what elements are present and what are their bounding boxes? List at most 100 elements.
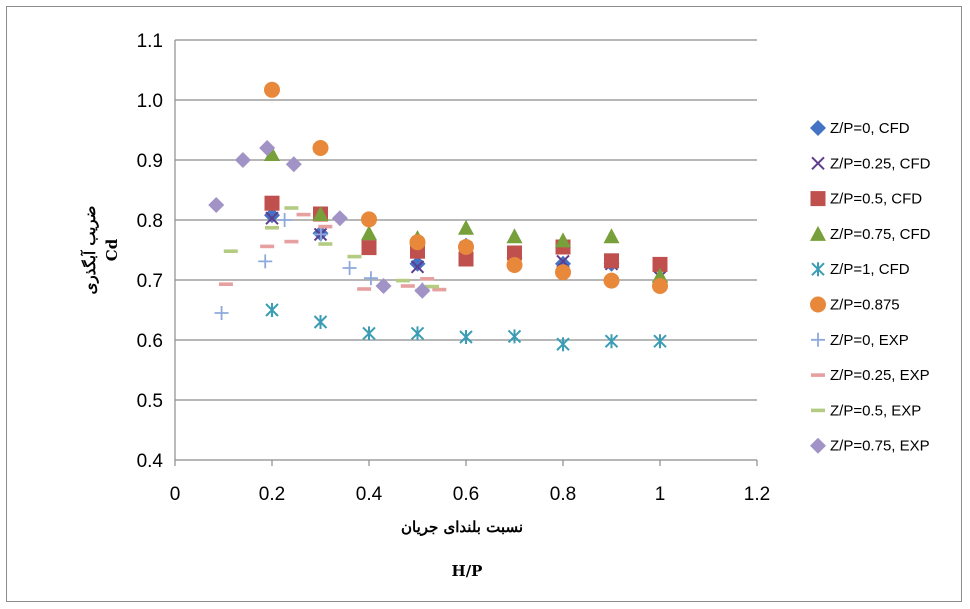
data-point <box>265 303 279 317</box>
data-point <box>507 245 522 261</box>
y-tick-label: 0.5 <box>137 391 163 412</box>
series-5 <box>264 81 668 294</box>
series-4 <box>265 303 667 352</box>
data-point <box>603 272 620 289</box>
data-point <box>313 315 328 329</box>
data-point <box>357 287 372 291</box>
legend-label: Z/P=0.75, CFD <box>830 226 931 243</box>
y-tick-label: 0.4 <box>137 451 164 472</box>
data-point <box>409 255 426 272</box>
data-point <box>458 239 474 255</box>
legend-item: Z/P=0.25, EXP <box>811 367 930 384</box>
legend-marker <box>810 120 826 136</box>
data-point <box>414 282 431 299</box>
chart-frame <box>6 6 962 602</box>
data-point <box>218 282 233 286</box>
data-point <box>432 287 447 292</box>
legend-marker <box>811 373 825 377</box>
data-point <box>312 206 329 221</box>
x-tick-label: 0.8 <box>550 484 576 505</box>
legend-marker <box>811 262 825 277</box>
legend-marker <box>810 225 826 241</box>
data-point <box>603 228 620 244</box>
x-tick-label: 1.2 <box>744 484 770 505</box>
data-point <box>653 334 667 349</box>
legend-marker <box>810 191 826 207</box>
legend-item: Z/P=0.875 <box>810 296 900 314</box>
data-point <box>259 140 276 156</box>
y-tick-label: 0.8 <box>137 211 163 232</box>
data-point <box>652 278 668 294</box>
legend-label: Z/P=0.875 <box>830 297 900 314</box>
legend-label: Z/P=0.5, EXP <box>830 402 921 419</box>
legend-label: Z/P=1, CFD <box>830 261 910 278</box>
data-point <box>361 211 377 228</box>
data-point <box>506 257 523 273</box>
y-tick-label: 0.6 <box>137 331 163 352</box>
data-point <box>296 212 311 217</box>
legend-label: Z/P=0, CFD <box>830 120 910 137</box>
legend-marker <box>810 296 826 313</box>
x-tick-label: 1 <box>655 484 666 505</box>
series-7 <box>218 212 447 292</box>
series-8 <box>223 206 440 289</box>
x-axis-title: نسبت بلندای جریان <box>401 518 523 536</box>
data-point <box>363 271 378 286</box>
data-point <box>604 253 619 269</box>
legend-item: Z/P=0, CFD <box>810 120 910 137</box>
data-point <box>458 219 474 235</box>
data-point <box>375 278 392 294</box>
legend-marker <box>810 437 826 454</box>
legend: Z/P=0, CFD Z/P=0.25, CFD Z/P=0.5, CFD Z/P=0… <box>810 120 931 455</box>
axes <box>174 40 758 466</box>
data-point <box>312 140 329 156</box>
data-point <box>318 224 333 229</box>
data-point <box>395 278 410 283</box>
data-point <box>265 226 279 230</box>
x-axis-title-symbol: H/P <box>452 562 483 580</box>
data-points <box>208 81 668 352</box>
legend-item: Z/P=0.5, CFD <box>810 191 922 208</box>
x-tick-label: 0 <box>170 484 181 505</box>
data-point <box>285 156 302 173</box>
data-point <box>361 240 377 256</box>
y-axis-title: ضریب آبگذری <box>80 206 99 295</box>
data-point <box>409 234 426 251</box>
data-point <box>284 239 299 244</box>
data-point <box>260 244 275 249</box>
data-point <box>284 206 299 210</box>
y-tick-labels: 0.4 0.5 0.6 0.7 0.8 0.9 1.0 1.1 <box>137 31 164 472</box>
data-point <box>318 242 333 246</box>
x-tick-label: 0.2 <box>259 484 285 505</box>
data-point <box>410 260 425 274</box>
data-point <box>556 337 570 352</box>
data-point <box>459 330 473 344</box>
legend-item: Z/P=0.25, CFD <box>811 155 931 172</box>
data-point <box>264 146 280 161</box>
legend-item: Z/P=0.5, EXP <box>811 402 921 419</box>
legend-label: Z/P=0.75, EXP <box>830 438 930 455</box>
data-point <box>410 326 425 341</box>
data-point <box>425 284 440 289</box>
data-point <box>208 197 225 213</box>
legend-label: Z/P=0.5, CFD <box>830 191 922 208</box>
y-tick-label: 0.7 <box>137 271 163 292</box>
data-point <box>555 264 571 281</box>
x-tick-labels: 0 0.2 0.4 0.6 0.8 1 1.2 <box>170 484 771 505</box>
data-point <box>458 251 474 267</box>
y-tick-label: 1.0 <box>137 91 163 112</box>
legend-label: Z/P=0.25, EXP <box>830 367 930 384</box>
y-axis-title-symbol: Cd <box>103 238 121 261</box>
data-point <box>223 249 238 253</box>
legend-item: Z/P=0.75, CFD <box>810 225 931 243</box>
legend-marker <box>811 408 825 413</box>
legend-marker <box>811 332 825 347</box>
data-point <box>214 306 229 320</box>
data-point <box>264 81 280 98</box>
data-point <box>265 211 279 225</box>
data-point <box>347 254 362 259</box>
data-point <box>420 277 435 281</box>
series-3 <box>264 146 668 283</box>
data-point <box>313 227 328 242</box>
